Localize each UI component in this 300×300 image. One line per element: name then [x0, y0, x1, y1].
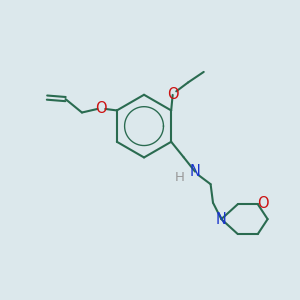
- Text: H: H: [175, 170, 184, 184]
- Text: O: O: [257, 196, 269, 211]
- Text: N: N: [190, 164, 200, 179]
- Text: N: N: [216, 212, 227, 226]
- Text: O: O: [95, 101, 107, 116]
- Text: O: O: [167, 87, 178, 102]
